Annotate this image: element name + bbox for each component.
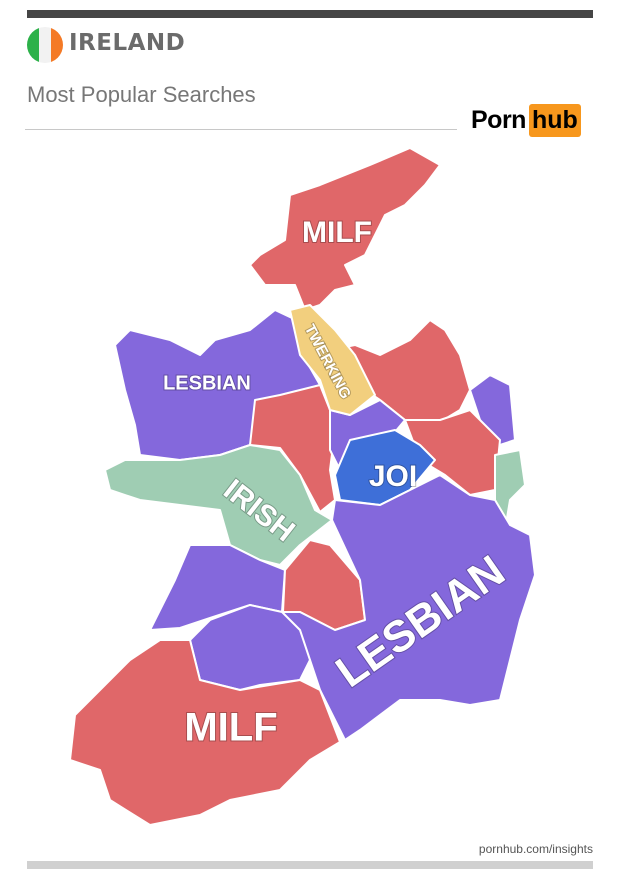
county-region-twerking	[289, 304, 376, 416]
pornhub-logo: Porn hub	[471, 104, 581, 137]
ireland-flag-icon	[27, 27, 63, 63]
source-link[interactable]: pornhub.com/insights	[478, 842, 593, 856]
subtitle: Most Popular Searches	[27, 82, 256, 107]
county-region-milf	[249, 384, 336, 513]
country-title: IRELAND	[69, 30, 186, 56]
map-label: JOI	[369, 460, 417, 493]
county-region-irish	[104, 444, 333, 566]
bottom-bar	[27, 861, 593, 869]
county-region-milf	[69, 639, 341, 826]
county-region-lesbian	[281, 474, 536, 741]
top-bar	[27, 10, 593, 18]
map-label: MILF	[184, 706, 277, 750]
map-label: MILF	[302, 216, 372, 249]
map-label: LESBIAN	[163, 372, 251, 394]
divider	[25, 129, 457, 130]
